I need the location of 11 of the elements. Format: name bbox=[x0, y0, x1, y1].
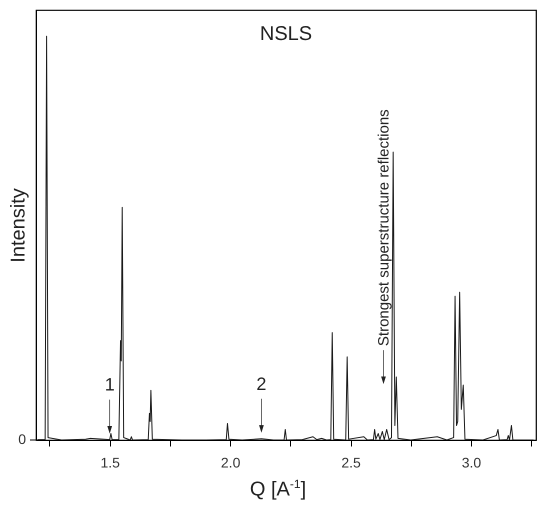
annotation: Strongest superstructure reflections bbox=[376, 109, 392, 346]
annotation: 1 bbox=[104, 374, 115, 395]
y-axis-title: Intensity bbox=[8, 188, 30, 263]
chart-title: NSLS bbox=[260, 23, 312, 45]
annotation: 2 bbox=[256, 374, 266, 394]
x-tick-label: 2.5 bbox=[341, 454, 361, 470]
x-tick-label: 2.0 bbox=[220, 454, 241, 470]
x-tick-label: 3.0 bbox=[462, 454, 482, 470]
x-tick-label: 1.5 bbox=[100, 454, 120, 470]
x-axis-title: Q [A$^{-1}$] bbox=[248, 477, 308, 502]
text: 0 bbox=[18, 431, 26, 447]
